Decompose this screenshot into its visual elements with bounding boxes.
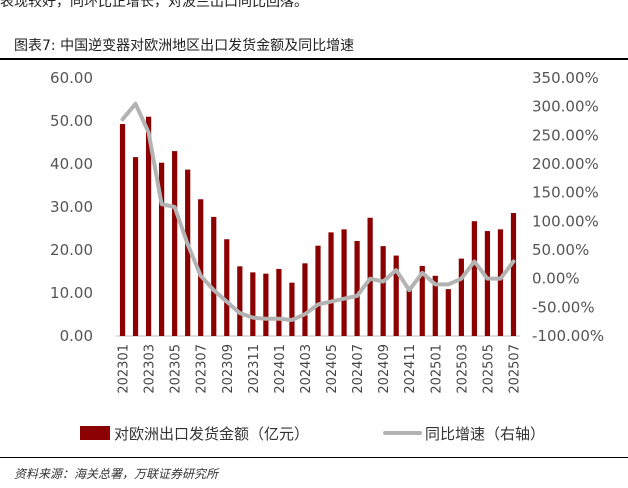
x-axis-ticks: 202301 202303 202305 202307 202309 202311 2024… [117,344,523,394]
bar [119,124,126,336]
bar [497,229,504,336]
x-axis-tick-label: 202309 [221,344,236,394]
intro-text: 表现较好，同环比正增长，对波兰出口同比回落。 [0,0,308,10]
bar [510,213,517,336]
bar [276,268,282,336]
bar [145,116,152,336]
source-rule [0,457,628,458]
bar [419,265,425,336]
bar [484,231,491,336]
left-axis-tick-label: 30.00 [50,198,93,216]
bar-series [119,116,517,336]
yoy-line-series [120,101,516,322]
x-axis-tick-label: 202501 [429,344,444,394]
legend-line-label: 同比增速（右轴） [425,425,545,443]
bar [315,245,321,336]
right-axis-tick-label: -100.00% [532,327,604,345]
right-axis-tick-label: 150.00% [532,184,599,202]
bar [354,240,360,336]
bar [432,275,438,336]
bar [159,162,165,336]
right-axis-tick-label: -50.00% [532,298,595,316]
bar [328,232,334,336]
left-axis-ticks: 60.00 50.00 40.00 30.00 20.00 10.00 0.00 [50,69,93,345]
x-axis-tick-label: 202403 [299,344,314,394]
bar [132,157,139,336]
left-axis-tick-label: 0.00 [60,327,93,345]
x-axis-tick-label: 202411 [403,344,418,394]
bar [445,289,451,336]
right-axis-tick-label: 200.00% [532,155,599,173]
x-axis-tick-label: 202303 [143,344,158,394]
x-axis-tick-label: 202311 [247,344,262,394]
left-axis-tick-label: 60.00 [50,69,93,87]
legend: 对欧洲出口发货金额（亿元） 同比增速（右轴） [80,425,545,443]
x-axis-tick-label: 202307 [195,344,210,394]
right-axis-tick-label: 0.00% [532,270,580,288]
bar [224,239,230,336]
right-axis-tick-label: 100.00% [532,212,599,230]
bar [393,255,399,336]
right-axis-tick-label: 350.00% [532,69,599,87]
source-note: 资料来源：海关总署，万联证券研究所 [14,467,219,481]
bar [302,263,308,336]
x-axis-tick-label: 202401 [273,344,288,394]
bar [341,229,347,336]
bar [250,272,256,336]
x-axis-tick-label: 202503 [455,344,470,394]
x-axis-tick-label: 202505 [481,344,496,394]
right-axis-ticks: 350.00% 300.00% 250.00% 200.00% 150.00% 100.0… [532,69,604,345]
bar [185,169,191,336]
figure-title: 图表7: 中国逆变器对欧洲地区出口发货金额及同比增速 [14,38,355,54]
x-axis-tick-label: 202407 [351,344,366,394]
legend-bar-swatch [80,426,110,440]
bar [458,258,464,336]
right-axis-tick-label: 50.00% [532,241,589,259]
bar [263,273,269,336]
bar [211,216,217,336]
bar [237,266,243,336]
title-rule [0,58,628,60]
left-axis-tick-label: 20.00 [50,241,93,259]
bar [289,282,295,336]
bar [471,221,477,336]
legend-bar-label: 对欧洲出口发货金额（亿元） [114,425,309,443]
left-axis-tick-label: 40.00 [50,155,93,173]
x-axis-tick-label: 202507 [507,344,522,394]
x-axis-tick-label: 202409 [377,344,392,394]
right-axis-tick-label: 300.00% [532,98,599,116]
bar [406,289,412,336]
left-axis-tick-label: 50.00 [50,112,93,130]
left-axis-tick-label: 10.00 [50,284,93,302]
x-axis-tick-label: 202305 [169,344,184,394]
right-axis-tick-label: 250.00% [532,126,599,144]
bar [172,151,178,336]
x-axis-tick-label: 202405 [325,344,340,394]
bar [198,199,204,336]
x-axis-tick-label: 202301 [117,344,132,394]
bar [380,246,386,336]
